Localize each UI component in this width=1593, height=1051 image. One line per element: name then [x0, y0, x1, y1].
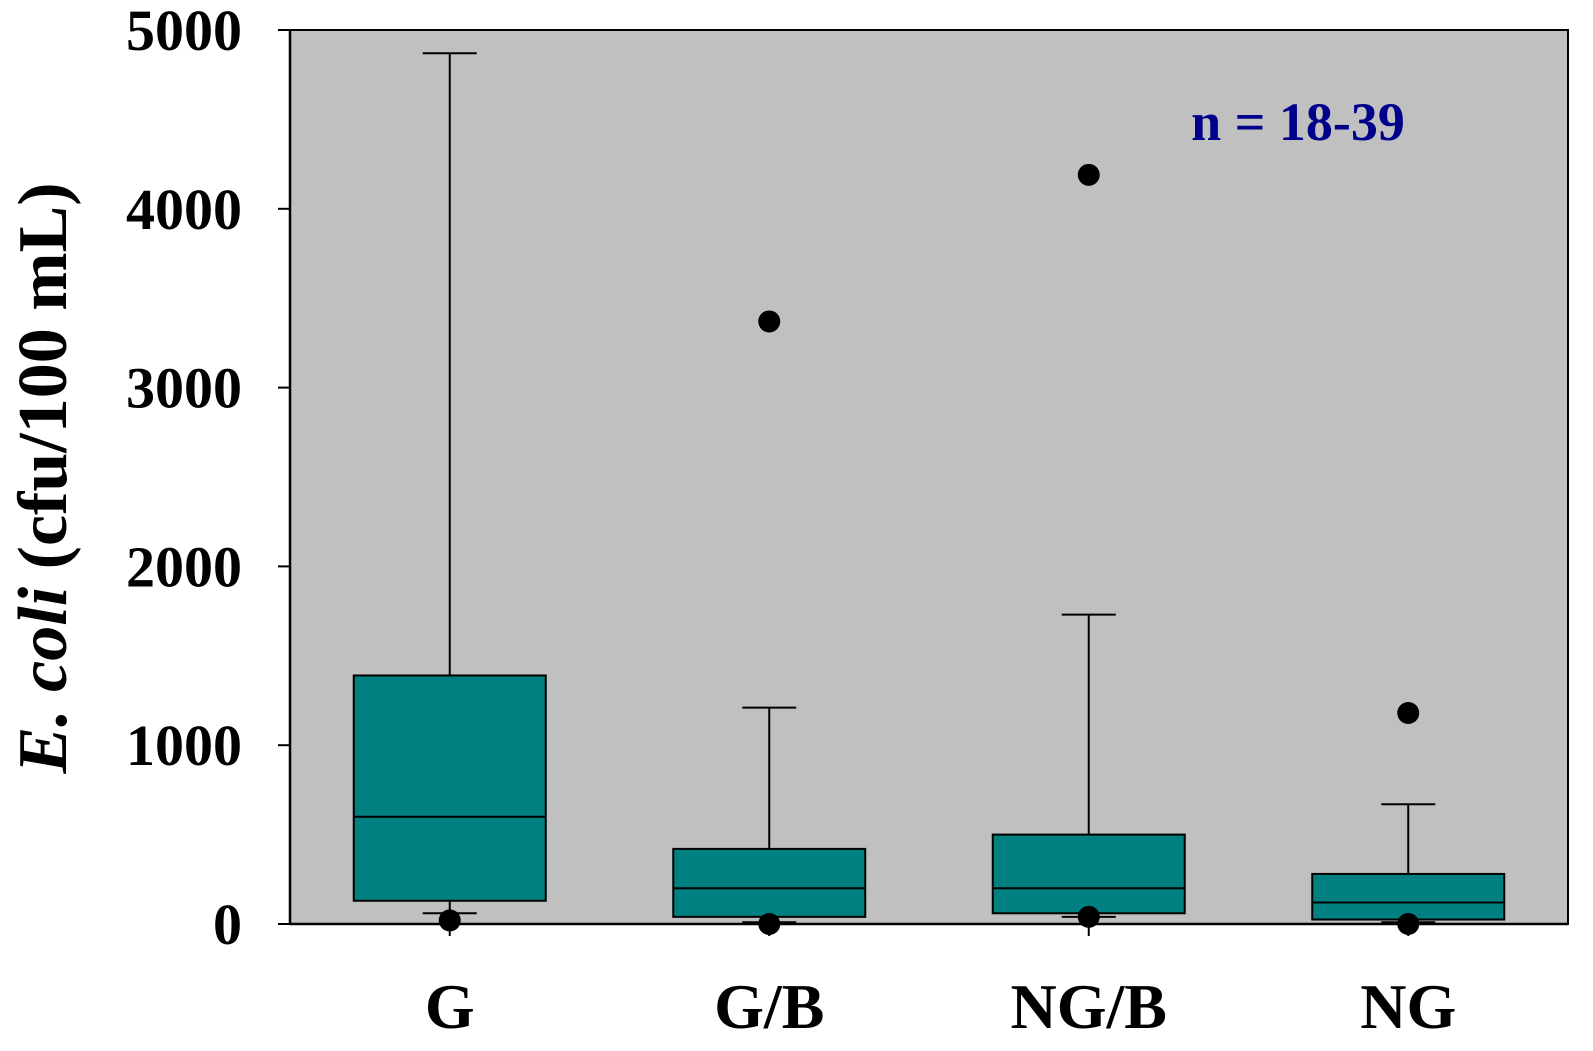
iqr-box: [672, 847, 867, 918]
y-axis: 0 1000 2000 3000 4000 5000: [126, 0, 292, 957]
box-ng-b: [991, 163, 1186, 928]
x-tick-label: NG: [1360, 971, 1456, 1042]
y-tick-label: 1000: [126, 713, 242, 778]
x-tick-label: G/B: [714, 971, 824, 1042]
iqr-box: [991, 833, 1186, 915]
sample-size-annotation: n = 18-39: [1191, 92, 1405, 152]
y-axis-title-italic: E. coli: [5, 586, 82, 774]
outlier-point: [1077, 163, 1100, 186]
y-tick-label: 5000: [126, 0, 242, 63]
x-axis: G G/B NG/B NG: [290, 922, 1568, 1042]
box-series: [352, 52, 1506, 935]
box-g-b: [672, 310, 867, 935]
y-tick-label: 4000: [126, 177, 242, 242]
outlier-point: [1077, 905, 1100, 928]
outlier-point: [758, 310, 781, 333]
y-tick-label: 3000: [126, 356, 242, 421]
x-tick-label: G: [425, 971, 475, 1042]
iqr-box: [1311, 872, 1506, 921]
y-axis-title: E. coli (cfu/100 mL): [5, 182, 82, 774]
box-g: [352, 52, 547, 932]
y-tick-label: 0: [213, 892, 242, 957]
outlier-point: [438, 909, 461, 932]
y-axis-title-unit: (cfu/100 mL): [5, 182, 82, 586]
x-tick-label: NG/B: [1011, 971, 1167, 1042]
y-tick-label: 2000: [126, 534, 242, 599]
iqr-box: [352, 674, 547, 902]
outlier-point: [1397, 702, 1420, 725]
